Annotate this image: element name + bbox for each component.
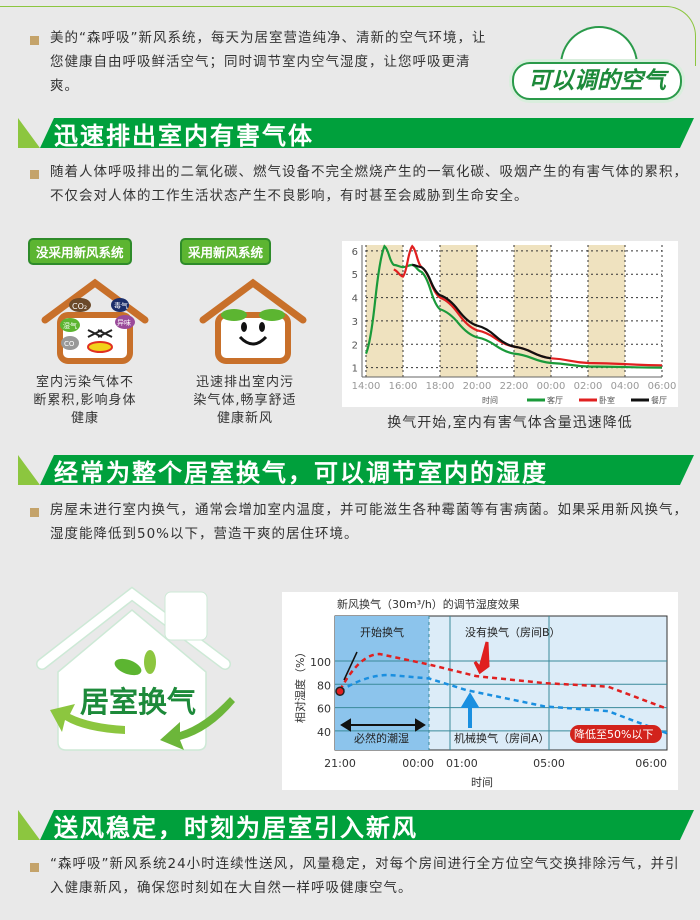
x-axis-label: 时间 — [471, 776, 493, 789]
x-tick-label: 06:00 — [635, 757, 667, 770]
badge-adjustable-air: 可以调的空气 — [512, 62, 682, 100]
shaded-band — [588, 245, 625, 377]
series-line — [338, 652, 668, 710]
y-axis-label: 相对湿度（%） — [293, 647, 307, 723]
double-arrow-icon — [340, 718, 426, 732]
annotation-room-b: 没有换气（房间B） — [465, 625, 561, 639]
svg-text:CO₂: CO₂ — [72, 302, 87, 311]
caption-fresh: 迅速排出室内污染气体,畅享舒适健康新风 — [193, 375, 297, 426]
section3-text: “森呼吸”新风系统24小时连续性送风，风量稳定，对每个房间进行全方位空气交换排除… — [50, 856, 680, 896]
annotation-start: 开始换气 — [360, 625, 404, 639]
svg-text:毒气: 毒气 — [114, 301, 128, 310]
y-tick-label: 1 — [352, 364, 358, 375]
x-tick-label: 01:00 — [446, 757, 478, 770]
x-tick-label: 00:00 — [402, 757, 434, 770]
red-arrow-icon — [473, 641, 490, 675]
chart-harmful-gas: 14:00 16:00 18:00 20:00 22:00 00:00 02:00 04:00… — [342, 241, 678, 407]
x-tick-label: 21:00 — [324, 757, 356, 770]
svg-text:CO: CO — [64, 340, 75, 348]
chart-caption: 换气开始,室内有害气体含量迅速降低 — [387, 415, 633, 431]
legend-label: 客厅 — [547, 395, 563, 405]
tag-without-system: 没采用新风系统 — [28, 238, 132, 265]
x-tick-label: 06:00 — [648, 381, 677, 392]
y-tick-label: 100 — [310, 656, 331, 669]
chart-title: 新风换气（30m³/h）的调节湿度效果 — [337, 597, 520, 611]
y-tick-label: 6 — [352, 247, 358, 258]
x-tick-label: 18:00 — [426, 381, 455, 392]
bullet-icon — [30, 170, 39, 179]
tag-with-system: 采用新风系统 — [180, 238, 272, 265]
y-tick-label: 80 — [317, 679, 331, 692]
y-tick-label: 4 — [352, 294, 358, 305]
intro-text: 美的“森呼吸”新风系统，每天为居室营造纯净、清新的空气环境，让您健康自由呼吸鲜活… — [50, 30, 487, 94]
fresh-house-icon — [199, 278, 307, 364]
annotation-humid: 必然的潮湿 — [354, 731, 409, 745]
start-arrow — [343, 651, 358, 681]
section1-text: 随着人体呼吸排出的二氧化碳、燃气设备不完全燃烧产生的一氧化碳、吸烟产生的有害气体… — [50, 164, 688, 204]
series-line-客厅 — [364, 244, 663, 369]
section-banner-1: 迅速排出室内有害气体 — [18, 118, 694, 150]
svg-text:异味: 异味 — [117, 318, 131, 327]
shaded-band — [366, 245, 403, 377]
section2-text: 房屋未进行室内换气，通常会增加室内温度，并可能滋生各种霉菌等有害病菌。如果采用新… — [50, 502, 688, 542]
y-tick-label: 2 — [352, 340, 358, 351]
x-tick-label: 00:00 — [537, 381, 566, 392]
y-tick-label: 5 — [352, 270, 358, 281]
bullet-icon — [30, 508, 39, 517]
annotation-room-a: 机械换气（房间A） — [454, 731, 550, 745]
legend-label: 餐厅 — [651, 396, 667, 405]
section-banner-3: 送风稳定，时刻为居室引入新风 — [18, 810, 694, 842]
bullet-icon — [30, 863, 39, 872]
y-tick-label: 60 — [317, 703, 331, 716]
x-tick-label: 04:00 — [611, 381, 640, 392]
y-tick-label: 3 — [352, 317, 358, 328]
polluted-house-icon: CO₂ 湿气 毒气 异味 CO — [41, 278, 149, 364]
series-line-卧室 — [393, 244, 663, 367]
chart-humidity: 新风换气（30m³/h）的调节湿度效果 40 60 80 100 21:00 00:00 01… — [282, 592, 678, 790]
x-tick-label: 02:00 — [574, 381, 603, 392]
room-ventilation-logo: 居室换气 — [36, 586, 235, 751]
x-tick-label: 16:00 — [389, 381, 418, 392]
annotation-reduced: 降低至50%以下 — [574, 727, 653, 741]
section-banner-2: 经常为整个居室换气，可以调节室内的湿度 — [18, 455, 694, 487]
start-marker — [335, 686, 345, 697]
blue-arrow-icon — [460, 692, 480, 728]
series-line-餐厅 — [412, 263, 552, 360]
bullet-icon — [30, 36, 39, 45]
x-axis-label: 时间 — [482, 395, 498, 405]
svg-text:居室换气: 居室换气 — [80, 685, 196, 719]
x-tick-label: 22:00 — [500, 381, 529, 392]
section-title: 经常为整个居室换气，可以调节室内的湿度 — [54, 459, 548, 487]
caption-polluted: 室内污染气体不断累积,影响身体健康 — [33, 375, 137, 426]
callout-bubble — [570, 725, 662, 743]
svg-text:湿气: 湿气 — [63, 321, 77, 330]
legend-label: 卧室 — [599, 395, 615, 405]
x-tick-label: 05:00 — [533, 757, 565, 770]
section-title: 迅速排出室内有害气体 — [54, 122, 314, 150]
section-title: 送风稳定，时刻为居室引入新风 — [54, 814, 418, 842]
x-tick-label: 14:00 — [352, 381, 381, 392]
y-tick-label: 40 — [317, 726, 331, 739]
x-tick-label: 20:00 — [463, 381, 492, 392]
top-border — [0, 6, 696, 66]
